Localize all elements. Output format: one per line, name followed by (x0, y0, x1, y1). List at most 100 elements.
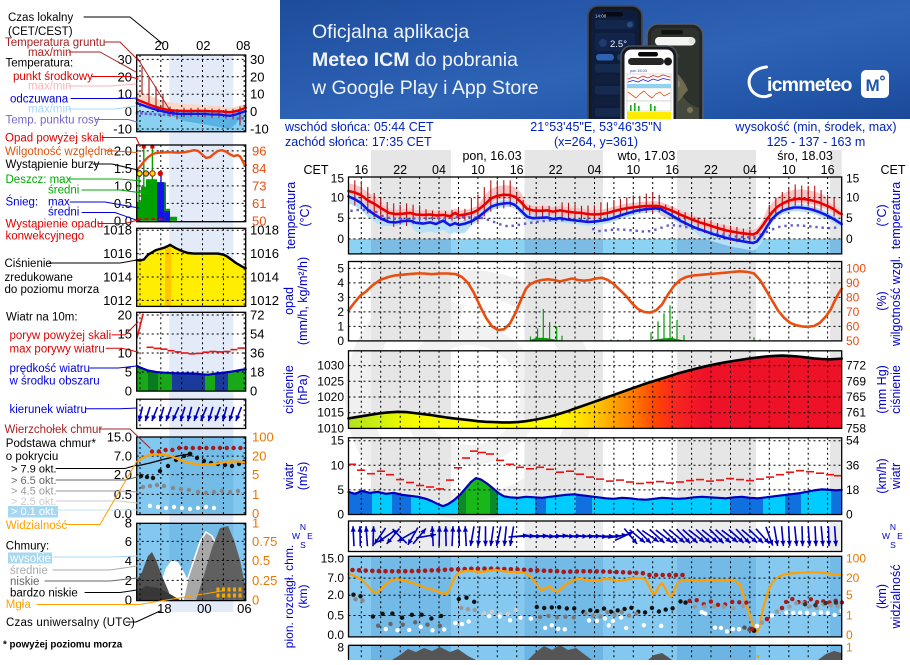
svg-text:20: 20 (250, 69, 264, 84)
svg-text:4: 4 (125, 553, 132, 568)
svg-text:765: 765 (846, 390, 866, 404)
svg-text:36: 36 (846, 458, 860, 472)
svg-text:max porywy wiatru: max porywy wiatru (10, 344, 105, 356)
svg-text:Ciśnienie: Ciśnienie (5, 258, 52, 270)
svg-text:60: 60 (846, 319, 860, 333)
svg-text:1030: 1030 (317, 359, 344, 373)
svg-text:06: 06 (237, 601, 251, 616)
svg-text:61: 61 (252, 196, 266, 211)
svg-text:Podstawa chmur*: Podstawa chmur* (6, 438, 97, 450)
svg-text:0.5: 0.5 (114, 487, 132, 502)
svg-text:(mm Hg): (mm Hg) (875, 365, 889, 414)
svg-text:1025: 1025 (317, 374, 344, 388)
svg-text:1: 1 (252, 515, 259, 530)
svg-text:22: 22 (549, 163, 563, 177)
svg-text:Opad powyżej skali: Opad powyżej skali (5, 133, 104, 145)
svg-text:> 0.1 okt.: > 0.1 okt. (11, 506, 57, 518)
svg-text:20: 20 (154, 38, 168, 53)
svg-text:CET: CET (304, 163, 329, 177)
svg-text:0: 0 (846, 508, 853, 522)
svg-text:max/min: max/min (28, 81, 71, 93)
svg-text:15: 15 (846, 172, 860, 186)
svg-text:(km): (km) (875, 584, 889, 609)
svg-text:0.5: 0.5 (327, 609, 344, 623)
svg-text:2.0: 2.0 (327, 588, 344, 602)
svg-text:> 7.9 okt.: > 7.9 okt. (11, 464, 57, 476)
svg-text:5: 5 (846, 211, 853, 225)
svg-text:(mm/h, kg/m²/h): (mm/h, kg/m²/h) (296, 257, 310, 345)
svg-text:(m/s): (m/s) (296, 462, 310, 490)
svg-text:20: 20 (252, 449, 266, 464)
svg-text:(%): (%) (875, 291, 889, 310)
svg-text:20: 20 (118, 308, 132, 323)
svg-text:niskie: niskie (10, 576, 39, 588)
svg-text:22: 22 (704, 163, 718, 177)
svg-text:w środku obszaru: w środku obszaru (9, 376, 100, 388)
svg-text:1018: 1018 (250, 223, 279, 238)
svg-text:2: 2 (337, 305, 344, 319)
svg-text:8: 8 (125, 515, 132, 530)
svg-text:21°53'45"E, 53°46'35"N: 21°53'45"E, 53°46'35"N (530, 120, 661, 134)
svg-text:5: 5 (337, 261, 344, 275)
svg-text:Czas uniwersalny (UTC): Czas uniwersalny (UTC) (6, 617, 135, 629)
svg-text:Temperatura:: Temperatura: (6, 58, 74, 70)
svg-text:icmmeteo: icmmeteo (767, 74, 853, 96)
svg-text:16: 16 (354, 163, 368, 177)
svg-text:(hPa): (hPa) (296, 374, 310, 405)
svg-text:10: 10 (626, 163, 640, 177)
svg-text:wysokie: wysokie (9, 553, 51, 565)
svg-text:5: 5 (846, 588, 853, 602)
svg-text:(°C): (°C) (298, 204, 312, 226)
svg-text:20: 20 (846, 571, 860, 585)
svg-text:36: 36 (250, 346, 264, 361)
svg-text:10: 10 (471, 163, 485, 177)
svg-text:84: 84 (252, 161, 266, 176)
svg-text:bardzo niskie: bardzo niskie (10, 588, 78, 600)
svg-text:90: 90 (846, 276, 860, 290)
svg-text:S: S (300, 540, 306, 550)
svg-text:5: 5 (337, 211, 344, 225)
svg-text:średni: średni (48, 185, 79, 197)
svg-text:10: 10 (118, 346, 132, 361)
svg-text:0: 0 (337, 334, 344, 348)
svg-text:18: 18 (157, 601, 171, 616)
svg-text:do poziomu morza: do poziomu morza (5, 284, 100, 296)
svg-text:70: 70 (846, 305, 860, 319)
svg-text:średni: średni (48, 207, 79, 219)
svg-text:wiatr: wiatr (282, 463, 296, 490)
svg-text:3: 3 (337, 290, 344, 304)
svg-text:temperatura: temperatura (284, 182, 298, 249)
svg-text:konwekcyjnego: konwekcyjnego (6, 231, 85, 243)
svg-text:96: 96 (252, 143, 266, 158)
svg-text:Wiatr na 10m:: Wiatr na 10m: (6, 312, 78, 324)
svg-text:Wystąpienie burzy: Wystąpienie burzy (6, 159, 100, 171)
svg-text:w Google Play i App Store: w Google Play i App Store (311, 77, 539, 99)
svg-text:(°C): (°C) (875, 204, 889, 226)
svg-text:15: 15 (331, 172, 345, 186)
svg-text:śro, 18.03: śro, 18.03 (777, 149, 833, 163)
svg-text:772: 772 (846, 359, 866, 373)
svg-text:Mgła: Mgła (6, 599, 32, 611)
svg-text:08: 08 (236, 38, 250, 53)
svg-text:16: 16 (510, 163, 524, 177)
svg-text:zredukowane: zredukowane (5, 272, 73, 284)
svg-text:0.75: 0.75 (252, 534, 277, 549)
svg-text:W: W (292, 531, 300, 541)
svg-text:4: 4 (337, 276, 344, 290)
svg-text:wiatr: wiatr (889, 463, 903, 490)
svg-text:15: 15 (331, 434, 345, 448)
svg-text:04: 04 (743, 163, 757, 177)
svg-text:1012: 1012 (250, 293, 279, 308)
svg-text:18: 18 (250, 365, 264, 380)
svg-text:15.0: 15.0 (321, 552, 345, 566)
svg-text:CET: CET (881, 163, 906, 177)
svg-text:0: 0 (250, 104, 257, 119)
svg-text:30: 30 (118, 52, 132, 67)
svg-text:10: 10 (846, 191, 860, 205)
svg-text:73: 73 (252, 178, 266, 193)
svg-text:5: 5 (252, 467, 259, 482)
svg-text:Wystąpienie opadu: Wystąpienie opadu (6, 219, 104, 231)
svg-text:Widzialność: Widzialność (6, 520, 68, 532)
svg-text:E: E (897, 531, 903, 541)
svg-text:Wierzchołek chmur: Wierzchołek chmur (5, 424, 103, 436)
